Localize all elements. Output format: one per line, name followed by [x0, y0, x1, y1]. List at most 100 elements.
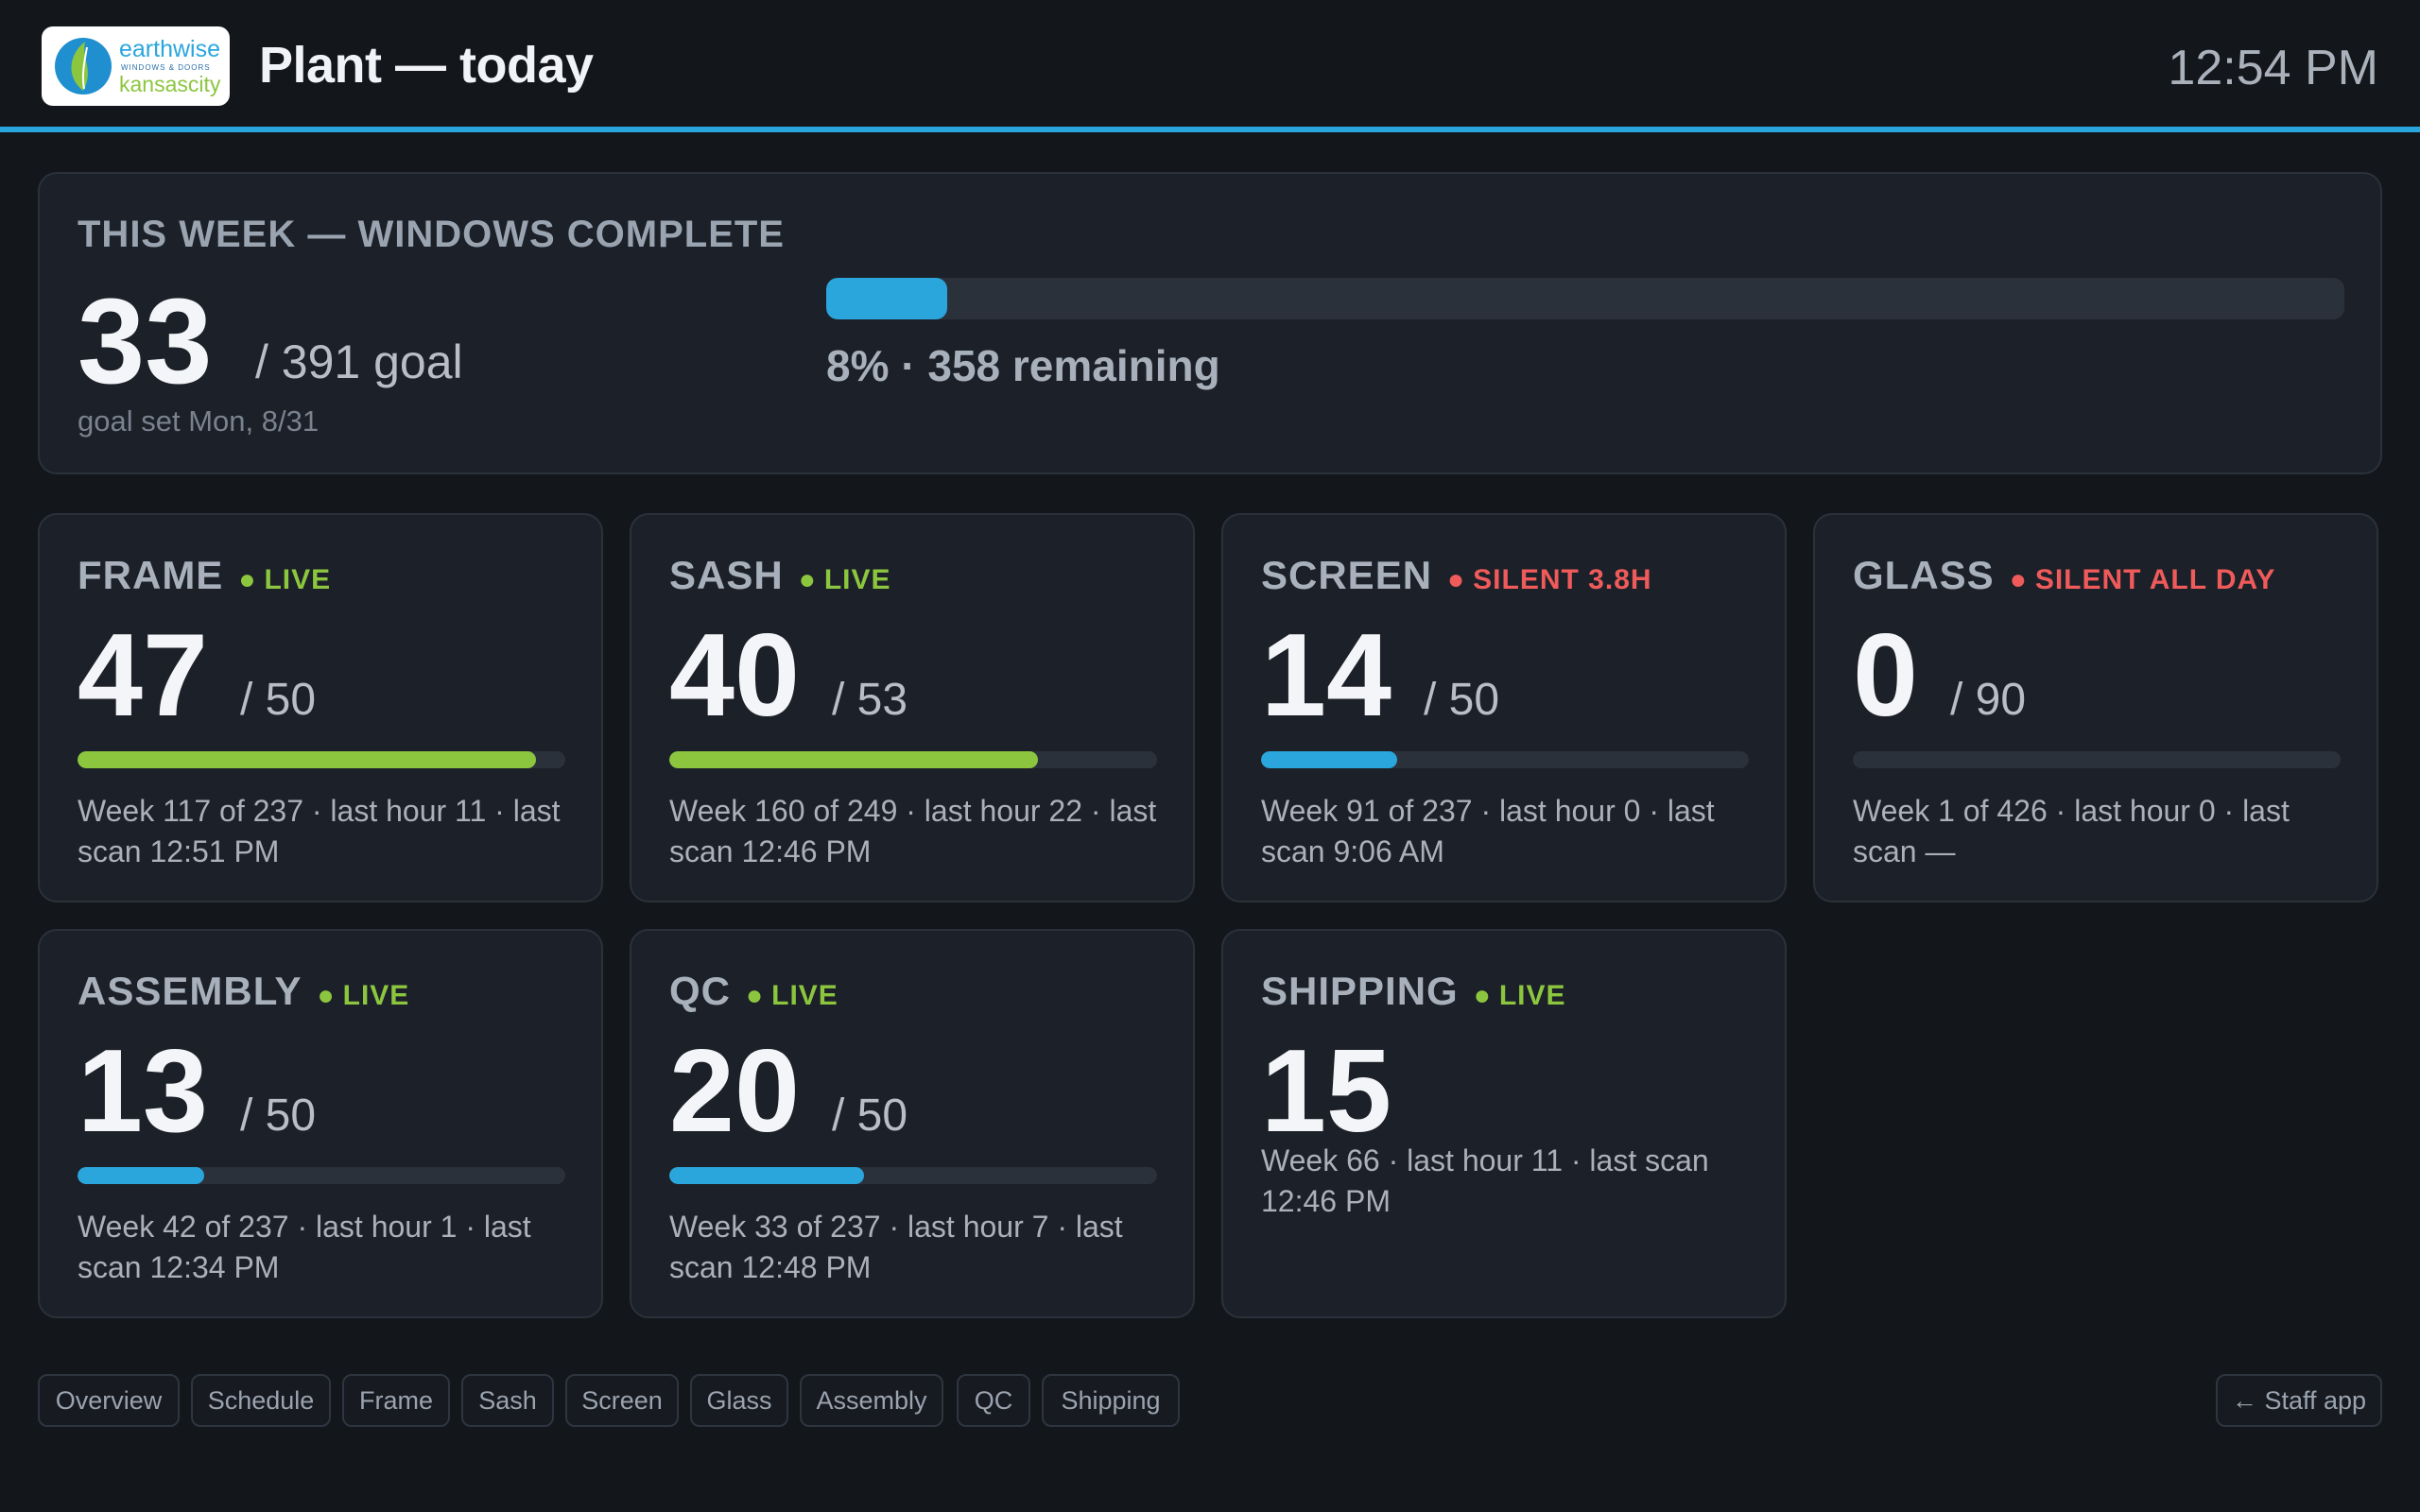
weekly-progress-fill	[826, 278, 948, 319]
station-count: 13	[78, 1026, 208, 1157]
leaf-logo-icon	[53, 36, 113, 96]
top-bar: earthwise WINDOWS & DOORS kansascity Pla…	[0, 0, 2420, 132]
station-count: 15	[1261, 1026, 1392, 1157]
logo-line-2: WINDOWS & DOORS	[121, 62, 211, 72]
status-dot-icon: ●	[1473, 980, 1492, 1011]
nav-tab-sash[interactable]: Sash	[461, 1374, 554, 1427]
station-card-sash[interactable]: SASH ● LIVE 40 / 53 Week 160 of 249 · last ho…	[630, 513, 1195, 902]
station-name: SASH	[669, 553, 784, 597]
station-header: GLASS ● SILENT ALL DAY	[1853, 553, 2275, 598]
station-progress-bar	[669, 1167, 1157, 1184]
station-status-badge: ● LIVE	[318, 980, 410, 1012]
nav-tab-shipping[interactable]: Shipping	[1042, 1374, 1180, 1427]
station-card-shipping[interactable]: SHIPPING ● LIVE 15 Week 66 · last hour 11 · …	[1221, 929, 1787, 1318]
station-header: SHIPPING ● LIVE	[1261, 969, 1566, 1014]
station-count: 0	[1853, 610, 1918, 741]
weekly-progress-bar	[826, 278, 2344, 319]
station-name: ASSEMBLY	[78, 969, 302, 1013]
station-detail: Week 91 of 237 · last hour 0 · last scan…	[1261, 794, 1715, 868]
nav-tab-frame[interactable]: Frame	[342, 1374, 450, 1427]
station-status-text: LIVE	[342, 980, 410, 1011]
station-card-assembly[interactable]: ASSEMBLY ● LIVE 13 / 50 Week 42 of 237 · last…	[38, 929, 603, 1318]
status-dot-icon: ●	[1447, 564, 1466, 595]
weekly-goal: / 391 goal	[255, 335, 463, 388]
station-detail: Week 42 of 237 · last hour 1 · last scan…	[78, 1210, 531, 1284]
nav-tab-overview[interactable]: Overview	[38, 1374, 180, 1427]
station-name: SHIPPING	[1261, 969, 1459, 1013]
station-status-badge: ● SILENT 3.8H	[1447, 564, 1652, 596]
nav-tab-glass[interactable]: Glass	[690, 1374, 788, 1427]
station-detail: Week 1 of 426 · last hour 0 · last scan …	[1853, 794, 2290, 868]
station-target: / 50	[1424, 675, 1500, 725]
page-title: Plant — today	[259, 37, 594, 94]
station-detail: Week 33 of 237 · last hour 7 · last scan…	[669, 1210, 1123, 1284]
station-header: SCREEN ● SILENT 3.8H	[1261, 553, 1652, 598]
station-target: / 53	[832, 675, 908, 725]
station-progress-bar	[669, 751, 1157, 768]
station-progress-bar	[1853, 751, 2341, 768]
station-card-glass[interactable]: GLASS ● SILENT ALL DAY 0 / 90 Week 1 of 426 ·…	[1813, 513, 2378, 902]
nav-tab-qc[interactable]: QC	[957, 1374, 1030, 1427]
station-status-badge: ● SILENT ALL DAY	[2010, 564, 2276, 596]
station-status-badge: ● LIVE	[1474, 980, 1566, 1012]
status-dot-icon: ●	[798, 564, 817, 595]
logo-line-3: kansascity	[119, 71, 221, 96]
station-target: / 50	[832, 1091, 908, 1141]
station-name: QC	[669, 969, 731, 1013]
weekly-remaining: 8% · 358 remaining	[826, 341, 1220, 390]
status-dot-icon: ●	[317, 980, 336, 1011]
station-status-badge: ● LIVE	[799, 564, 891, 596]
station-progress-fill	[669, 1167, 865, 1184]
station-progress-fill	[1261, 751, 1398, 768]
weekly-summary-card: THIS WEEK — WINDOWS COMPLETE 33 / 391 go…	[38, 172, 2382, 474]
station-target: / 50	[240, 675, 317, 725]
status-dot-icon: ●	[2009, 564, 2028, 595]
station-status-text: SILENT 3.8H	[1473, 564, 1652, 595]
nav-tab-assembly[interactable]: Assembly	[800, 1374, 943, 1427]
station-progress-bar	[1261, 751, 1749, 768]
status-dot-icon: ●	[746, 980, 765, 1011]
station-count: 47	[78, 610, 208, 741]
station-target: / 90	[1950, 675, 2027, 725]
station-name: FRAME	[78, 553, 224, 597]
station-card-qc[interactable]: QC ● LIVE 20 / 50 Week 33 of 237 · last hour …	[630, 929, 1195, 1318]
company-logo: earthwise WINDOWS & DOORS kansascity	[42, 26, 230, 106]
station-status-text: LIVE	[264, 564, 332, 595]
station-status-text: LIVE	[823, 564, 891, 595]
station-name: SCREEN	[1261, 553, 1433, 597]
station-status-text: LIVE	[771, 980, 838, 1011]
station-progress-fill	[78, 1167, 205, 1184]
station-card-frame[interactable]: FRAME ● LIVE 47 / 50 Week 117 of 237 · last h…	[38, 513, 603, 902]
station-header: QC ● LIVE	[669, 969, 838, 1014]
clock: 12:54 PM	[2168, 41, 2378, 95]
station-status-text: LIVE	[1498, 980, 1566, 1011]
nav-tab-schedule[interactable]: Schedule	[191, 1374, 331, 1427]
station-detail: Week 160 of 249 · last hour 22 · last sc…	[669, 794, 1157, 868]
station-count: 14	[1261, 610, 1392, 741]
station-status-badge: ● LIVE	[746, 980, 838, 1012]
station-progress-bar	[78, 751, 565, 768]
station-card-screen[interactable]: SCREEN ● SILENT 3.8H 14 / 50 Week 91 of 237 ·…	[1221, 513, 1787, 902]
logo-line-1: earthwise	[119, 35, 220, 62]
station-progress-fill	[669, 751, 1038, 768]
station-header: ASSEMBLY ● LIVE	[78, 969, 409, 1014]
station-detail: Week 117 of 237 · last hour 11 · last sc…	[78, 794, 561, 868]
status-dot-icon: ●	[238, 564, 257, 595]
station-count: 40	[669, 610, 800, 741]
station-progress-bar	[78, 1167, 565, 1184]
station-header: FRAME ● LIVE	[78, 553, 331, 598]
staff-app-link[interactable]: ← Staff app	[2216, 1374, 2382, 1427]
station-target: / 50	[240, 1091, 317, 1141]
station-name: GLASS	[1853, 553, 1995, 597]
weekly-complete-count: 33	[78, 274, 213, 409]
logo-wordmark: earthwise WINDOWS & DOORS kansascity	[119, 35, 221, 96]
station-detail: Week 66 · last hour 11 · last scan 12:46…	[1261, 1143, 1709, 1218]
weekly-heading: THIS WEEK — WINDOWS COMPLETE	[78, 214, 785, 255]
goal-set-date: goal set Mon, 8/31	[78, 404, 320, 438]
station-progress-fill	[78, 751, 537, 768]
station-header: SASH ● LIVE	[669, 553, 891, 598]
station-status-badge: ● LIVE	[238, 564, 331, 596]
station-count: 20	[669, 1026, 800, 1157]
station-status-text: SILENT ALL DAY	[2034, 564, 2276, 595]
nav-tab-screen[interactable]: Screen	[565, 1374, 679, 1427]
